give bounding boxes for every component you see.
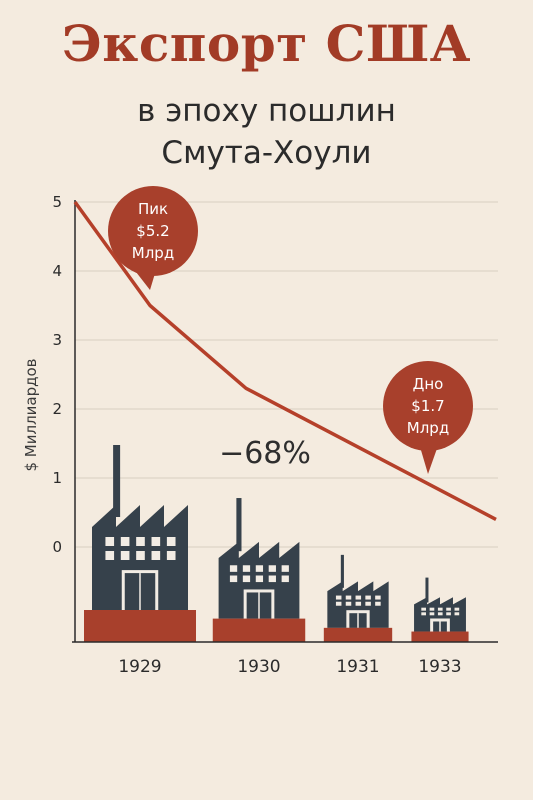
factory-window	[375, 601, 381, 606]
x-tick-label: 1931	[336, 657, 379, 677]
factory-chimney	[340, 554, 344, 588]
y-tick-label: 1	[52, 469, 62, 487]
trough-annotation: Дно $1.7 Млрд	[383, 361, 473, 474]
peak-label: Пик	[138, 200, 168, 218]
factory-window	[255, 575, 264, 583]
factory-window	[454, 612, 460, 616]
factory-bar	[323, 554, 393, 642]
subtitle-line-2: Смута-Хоули	[161, 135, 372, 171]
trough-unit: Млрд	[407, 419, 449, 437]
factory-window	[421, 612, 426, 616]
factory-window	[136, 537, 145, 546]
peak-bubble	[108, 186, 198, 276]
factory-window	[242, 575, 251, 583]
factory-window	[355, 601, 362, 606]
y-tick-label: 2	[52, 400, 62, 418]
factory-chimney	[113, 445, 121, 517]
factory-base	[411, 631, 469, 642]
trough-bubble	[383, 361, 473, 451]
factory-window	[437, 612, 443, 616]
subtitle-line-1: в эпоху пошлин	[137, 93, 396, 129]
factory-window	[229, 565, 238, 572]
export-trend-line	[73, 200, 497, 521]
factory-window	[446, 607, 451, 611]
factory-window	[229, 575, 238, 583]
factory-window	[105, 551, 115, 560]
factory-base	[323, 627, 393, 642]
factory-bar	[84, 445, 196, 642]
peak-annotation: Пик $5.2 Млрд	[108, 186, 198, 290]
factory-window	[255, 565, 264, 572]
peak-value: $5.2	[136, 222, 169, 240]
trough-label: Дно	[413, 375, 444, 393]
factory-window	[345, 595, 352, 600]
factory-window	[281, 565, 289, 572]
percent-change-label: −68%	[219, 436, 311, 471]
factory-bar	[212, 498, 306, 642]
factory-base	[212, 618, 306, 642]
y-axis-label: $ Миллиардов	[22, 358, 40, 471]
factory-window	[429, 612, 435, 616]
factory-window	[454, 607, 460, 611]
factory-window	[151, 551, 161, 560]
x-axis-ticks: 1929 1930 1931 1933	[118, 657, 461, 677]
peak-unit: Млрд	[132, 244, 174, 262]
factory-window	[268, 565, 276, 572]
y-tick-label: 5	[52, 193, 62, 211]
factory-window	[355, 595, 362, 600]
x-tick-label: 1929	[118, 657, 161, 677]
trough-value: $1.7	[411, 397, 444, 415]
factory-window	[151, 537, 161, 546]
factory-base	[84, 610, 196, 642]
factory-chimney	[236, 498, 242, 552]
y-tick-label: 4	[52, 262, 62, 280]
factory-window	[281, 575, 289, 583]
factory-window	[120, 551, 130, 560]
factory-window	[446, 612, 451, 616]
factory-window	[365, 595, 371, 600]
factory-window	[120, 537, 130, 546]
factory-bar	[411, 577, 469, 642]
factory-window	[242, 565, 251, 572]
factory-window	[335, 601, 342, 606]
factory-window	[105, 537, 115, 546]
factory-window	[166, 537, 176, 546]
factory-window	[437, 607, 443, 611]
chart-subtitle: в эпоху пошлин Смута-Хоули	[0, 90, 533, 174]
y-tick-label: 0	[52, 538, 62, 556]
chart-title: Экспорт США	[61, 14, 472, 73]
factory-window	[365, 601, 371, 606]
factory-window	[268, 575, 276, 583]
x-tick-label: 1930	[237, 657, 280, 677]
x-tick-label: 1933	[418, 657, 461, 677]
factory-bars	[84, 445, 469, 642]
y-tick-label: 3	[52, 331, 62, 349]
factory-window	[136, 551, 145, 560]
factory-window	[166, 551, 176, 560]
factory-window	[375, 595, 381, 600]
factory-window	[421, 607, 426, 611]
y-axis-ticks: 0 1 2 3 4 5	[52, 193, 62, 556]
factory-window	[345, 601, 352, 606]
factory-window	[335, 595, 342, 600]
factory-chimney	[425, 577, 429, 603]
factory-window	[429, 607, 435, 611]
